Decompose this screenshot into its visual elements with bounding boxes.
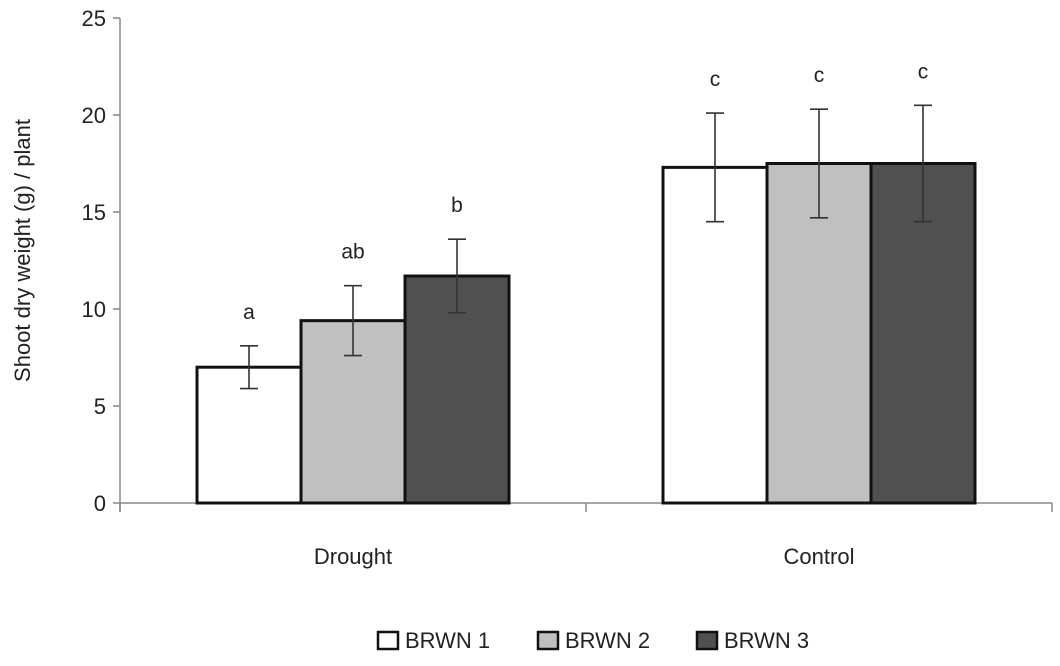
legend: BRWN 1 BRWN 2 BRWN 3 <box>376 628 809 653</box>
bar <box>765 162 873 505</box>
legend-swatch <box>536 630 560 651</box>
y-tick-label: 25 <box>82 6 106 31</box>
x-axis: Drought Control <box>119 502 1053 569</box>
significance-label: a <box>243 301 255 324</box>
significance-label: b <box>451 194 463 217</box>
y-tick-label: 0 <box>94 491 106 516</box>
legend-label: BRWN 1 <box>405 628 490 653</box>
y-tick-label: 5 <box>94 394 106 419</box>
legend-label: BRWN 2 <box>565 628 650 653</box>
bar <box>403 274 511 505</box>
y-tick-label: 15 <box>82 200 106 225</box>
bars <box>195 162 977 505</box>
y-axis: 0 5 10 15 20 25 <box>82 6 121 516</box>
significance-label: c <box>710 68 721 91</box>
significance-label: ab <box>341 241 364 264</box>
y-tick-label: 10 <box>82 297 106 322</box>
legend-swatch <box>695 630 719 651</box>
legend-label: BRWN 3 <box>724 628 809 653</box>
category-label: Control <box>784 544 855 569</box>
legend-swatch <box>376 630 400 651</box>
bar <box>661 165 769 505</box>
significance-label: c <box>918 60 929 83</box>
y-tick-label: 20 <box>82 103 106 128</box>
significance-labels: a ab b c c c <box>243 60 928 324</box>
y-axis-title: Shoot dry weight (g) / plant <box>10 119 35 382</box>
category-label: Drought <box>314 544 392 569</box>
significance-label: c <box>814 64 825 87</box>
bar <box>195 365 303 505</box>
error-bars <box>240 104 932 390</box>
